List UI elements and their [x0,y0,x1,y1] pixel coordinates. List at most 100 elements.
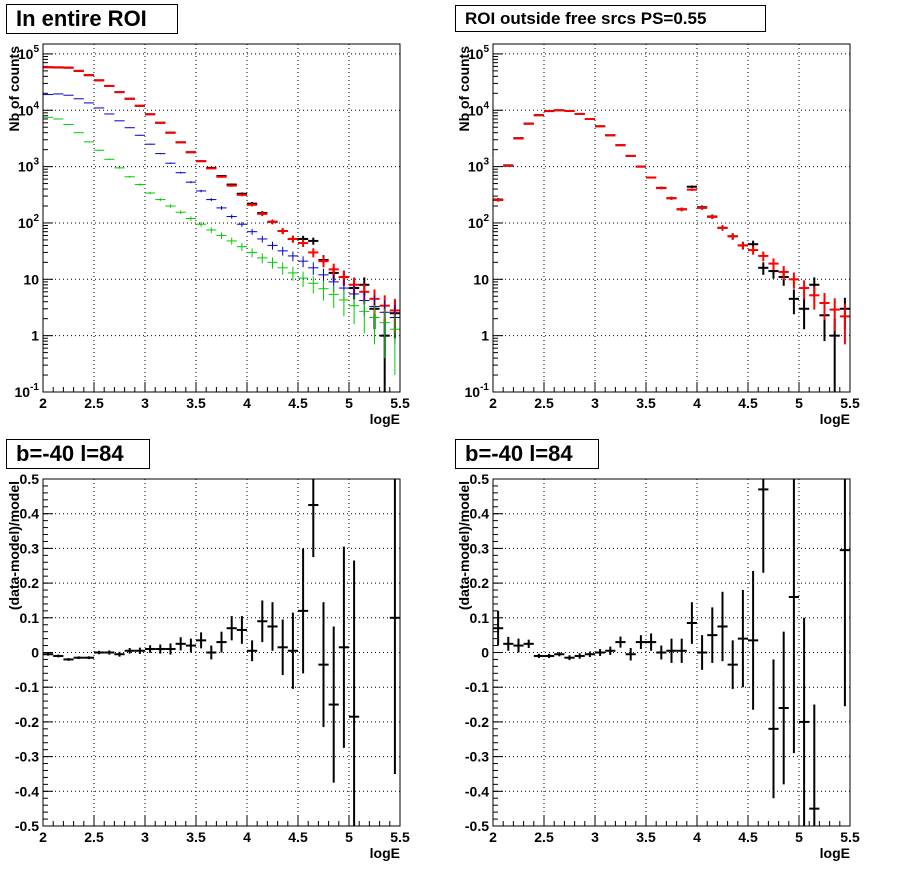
data-point [544,653,555,659]
data-point [134,134,145,136]
series-0 [493,479,850,826]
x-tick-label: 2 [489,395,497,411]
data-point [686,185,697,188]
y-tick-label: 0 [31,645,39,661]
data-point [196,221,207,227]
plot-frame [42,478,401,827]
data-point [104,650,115,655]
x-tick-label: 2.5 [534,829,554,845]
data-point [523,639,534,648]
data-point [615,144,626,147]
data-point [717,225,728,231]
data-point [758,262,769,275]
data-point [206,645,217,660]
data-point [185,151,196,154]
y-tick-label: 1 [481,328,489,344]
data-point [737,590,748,688]
y-tick-label: 105 [468,44,490,62]
data-point [768,258,779,271]
y-tick-label: 104 [468,100,490,118]
data-point [73,656,84,660]
chart-panel-residuals-left: 2 2.5 3 3.5 4 4.5 5 5.5 -0.5 -0.4 -0.3 -0.2 -0.1 0 0.1… [6,471,410,861]
data-point [748,246,759,255]
x-tick-label: 4.5 [288,395,308,411]
data-point [226,184,237,187]
chart-panel-roi-outside-free-srcs: 2 2.5 3 3.5 4 4.5 5 5.5 10-1 1 10 102 103 104 105 logE N… [456,43,860,427]
data-point [389,479,400,774]
data-point [584,117,595,120]
data-point [277,246,288,256]
x-tick-label: 5 [795,829,803,845]
data-point [236,193,247,197]
data-point [318,256,329,268]
data-point [124,127,135,129]
data-point [247,640,258,662]
y-tick-label: 0.4 [20,506,40,522]
series-3 [43,116,400,376]
x-tick-label: 2 [39,829,47,845]
data-point [185,638,196,653]
y-tick-label: 10 [473,271,489,287]
x-tick-label: 5.5 [390,829,410,845]
chart-title-roi-outside-free-srcs: ROI outside free srcs PS=0.55 [455,5,766,32]
data-point [298,256,309,268]
data-point [247,203,258,207]
data-point [298,239,309,248]
data-point [778,266,789,280]
data-point [727,233,738,240]
data-point [155,198,166,202]
y-tick-label: 104 [18,100,40,118]
data-point [134,183,145,186]
x-tick-label: 2 [489,829,497,845]
y-tick-label: -0.4 [15,783,39,799]
data-point [503,164,514,167]
data-point [533,114,544,117]
x-tick-label: 3 [591,395,599,411]
x-tick-label: 3 [591,829,599,845]
x-tick-label: 3.5 [186,395,206,411]
data-point [389,314,400,376]
data-point [513,137,524,140]
data-point [43,652,54,656]
data-point [338,546,349,748]
y-tick-label: 10-1 [465,382,490,400]
y-tick-label: 105 [18,44,40,62]
data-point [114,651,125,657]
y-tick-label: 0.5 [470,471,490,487]
data-point [788,272,799,289]
y-tick-label: 0 [481,645,489,661]
data-point [369,304,380,345]
x-tick-label: 2.5 [534,395,554,411]
data-point [185,216,196,221]
data-point [338,290,349,317]
x-tick-label: 4 [693,395,701,411]
data-point [145,143,156,145]
data-point [595,125,606,128]
data-point [287,612,298,689]
data-point [666,196,677,200]
data-point [778,631,789,785]
chart-panel-residuals-right: 2 2.5 3 3.5 4 4.5 5 5.5 -0.5 -0.4 -0.3 -0.2 -0.1 0 0.1… [456,471,860,861]
data-point [175,637,186,651]
data-point [287,235,298,243]
data-point [676,207,687,212]
data-point [635,165,646,168]
series-1 [493,109,850,345]
y-tick-label: -0.2 [15,714,39,730]
data-point [298,548,309,674]
data-point [605,134,616,137]
data-point [574,112,585,115]
x-axis-label: logE [820,845,850,861]
x-tick-label: 5.5 [840,829,860,845]
data-point [104,158,115,160]
data-point [277,262,288,275]
x-tick-label: 3.5 [636,829,656,845]
y-tick-label: 0.3 [470,540,490,556]
data-point [697,635,708,670]
y-tick-label: 10-1 [15,382,40,400]
x-tick-label: 4 [243,829,251,845]
data-point [697,206,708,210]
data-point [124,647,135,654]
data-point [175,210,186,215]
data-point [287,251,298,262]
